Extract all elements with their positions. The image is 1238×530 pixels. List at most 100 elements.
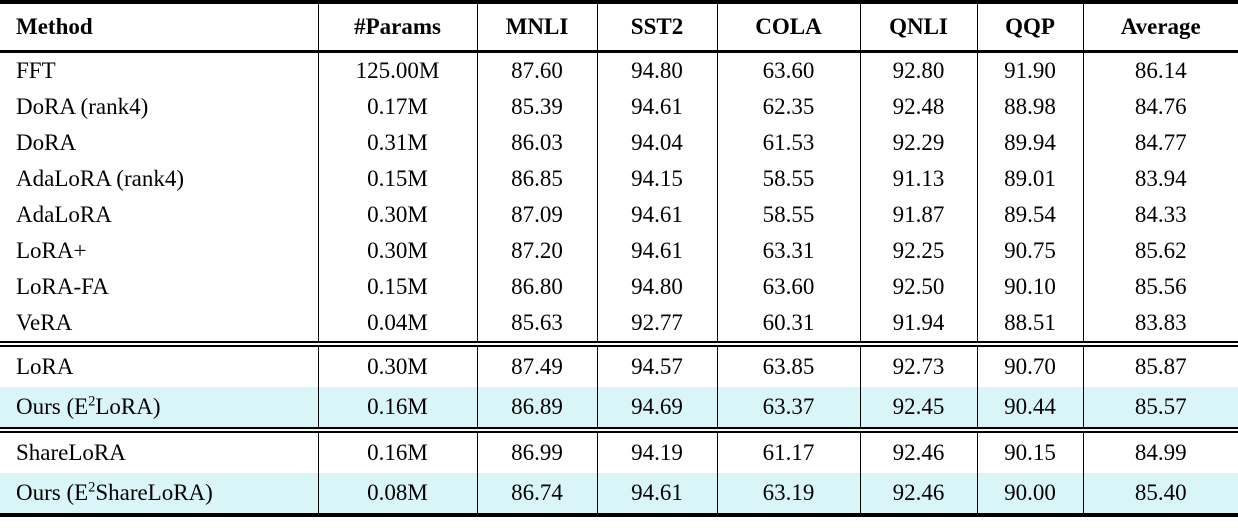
table-header: Method #Params MNLI SST2 COLA QNLI QQP A… bbox=[0, 2, 1238, 53]
method-cell: DoRA bbox=[16, 130, 77, 155]
value-cell: 86.14 bbox=[1082, 51, 1238, 89]
method-cell: Ours (E2ShareLoRA) bbox=[0, 473, 318, 515]
method-cell: LoRA-FA bbox=[16, 274, 109, 299]
value-cell: 58.55 bbox=[716, 197, 860, 233]
value-cell: 92.73 bbox=[859, 341, 977, 387]
value-cell: 84.99 bbox=[1082, 427, 1238, 473]
table-row: Ours (E2ShareLoRA) 0.08M 86.74 94.61 63.19 92… bbox=[0, 473, 1238, 515]
method-cell: ShareLoRA bbox=[0, 427, 318, 473]
value-cell: 92.45 bbox=[859, 387, 977, 430]
value-cell: 86.89 bbox=[476, 387, 597, 430]
value-cell: 63.85 bbox=[716, 341, 860, 387]
method-cell: Ours (E2LoRA) bbox=[0, 387, 318, 430]
value-cell: 0.17M bbox=[317, 89, 477, 125]
col-header-sst2: SST2 bbox=[596, 2, 717, 53]
value-cell: 63.60 bbox=[716, 51, 860, 89]
value-cell: 63.37 bbox=[716, 387, 860, 430]
table-row: LoRA 0.30M 87.49 94.57 63.85 92.73 90.70 85.87 bbox=[0, 341, 1238, 387]
value-cell: 90.44 bbox=[976, 387, 1083, 430]
value-cell: 84.77 bbox=[1082, 125, 1238, 161]
value-cell: 88.51 bbox=[976, 305, 1083, 344]
value-cell: 94.61 bbox=[596, 197, 717, 233]
value-cell: 86.80 bbox=[476, 269, 597, 305]
section-baselines: FFT 125.00M 87.60 94.80 63.60 92.80 91.90 86.14… bbox=[0, 51, 1238, 344]
method-cell: VeRA bbox=[16, 310, 73, 335]
value-cell: 85.56 bbox=[1082, 269, 1238, 305]
value-cell: 94.15 bbox=[596, 161, 717, 197]
value-cell: 125.00M bbox=[317, 51, 477, 89]
value-cell: 91.13 bbox=[859, 161, 977, 197]
header-row: Method #Params MNLI SST2 COLA QNLI QQP A… bbox=[0, 2, 1238, 53]
method-cell: LoRA+ bbox=[16, 238, 87, 263]
value-cell: 89.01 bbox=[976, 161, 1083, 197]
value-cell: 85.57 bbox=[1082, 387, 1238, 430]
col-header-qnli: QNLI bbox=[859, 2, 977, 53]
value-cell: 85.87 bbox=[1082, 341, 1238, 387]
value-cell: 94.61 bbox=[596, 89, 717, 125]
value-cell: 0.30M bbox=[317, 341, 477, 387]
value-cell: 91.90 bbox=[976, 51, 1083, 89]
section-lora: LoRA 0.30M 87.49 94.57 63.85 92.73 90.70 85.87 O… bbox=[0, 341, 1238, 430]
value-cell: 94.61 bbox=[596, 233, 717, 269]
table-row: FFT 125.00M 87.60 94.80 63.60 92.80 91.90 86.14 bbox=[0, 51, 1238, 89]
value-cell: 0.31M bbox=[317, 125, 477, 161]
method-cell: FFT bbox=[16, 58, 56, 83]
value-cell: 90.75 bbox=[976, 233, 1083, 269]
col-header-average: Average bbox=[1082, 2, 1238, 53]
value-cell: 83.83 bbox=[1082, 305, 1238, 344]
table-row: AdaLoRA 0.30M 87.09 94.61 58.55 91.87 89.54 84.… bbox=[0, 197, 1238, 233]
value-cell: 87.09 bbox=[476, 197, 597, 233]
value-cell: 0.30M bbox=[317, 233, 477, 269]
value-cell: 92.46 bbox=[859, 427, 977, 473]
method-cell: DoRA (rank4) bbox=[16, 94, 149, 119]
value-cell: 0.08M bbox=[317, 473, 477, 515]
value-cell: 84.33 bbox=[1082, 197, 1238, 233]
value-cell: 84.76 bbox=[1082, 89, 1238, 125]
value-cell: 94.69 bbox=[596, 387, 717, 430]
value-cell: 92.48 bbox=[859, 89, 977, 125]
table-row: LoRA-FA 0.15M 86.80 94.80 63.60 92.50 90.10 85.… bbox=[0, 269, 1238, 305]
method-cell: AdaLoRA (rank4) bbox=[16, 166, 184, 191]
value-cell: 90.00 bbox=[976, 473, 1083, 515]
value-cell: 91.94 bbox=[859, 305, 977, 344]
method-cell: LoRA bbox=[0, 341, 318, 387]
value-cell: 83.94 bbox=[1082, 161, 1238, 197]
value-cell: 60.31 bbox=[716, 305, 860, 344]
value-cell: 61.53 bbox=[716, 125, 860, 161]
col-header-mnli: MNLI bbox=[476, 2, 597, 53]
value-cell: 92.46 bbox=[859, 473, 977, 515]
table-row: Ours (E2LoRA) 0.16M 86.89 94.69 63.37 92.45 90… bbox=[0, 387, 1238, 430]
value-cell: 62.35 bbox=[716, 89, 860, 125]
col-header-qqp: QQP bbox=[976, 2, 1083, 53]
value-cell: 85.62 bbox=[1082, 233, 1238, 269]
value-cell: 63.19 bbox=[716, 473, 860, 515]
value-cell: 94.80 bbox=[596, 51, 717, 89]
value-cell: 87.20 bbox=[476, 233, 597, 269]
results-table: Method #Params MNLI SST2 COLA QNLI QQP A… bbox=[0, 0, 1238, 517]
value-cell: 91.87 bbox=[859, 197, 977, 233]
value-cell: 92.80 bbox=[859, 51, 977, 89]
table-row: ShareLoRA 0.16M 86.99 94.19 61.17 92.46 90.15 8… bbox=[0, 427, 1238, 473]
table-row: DoRA (rank4) 0.17M 85.39 94.61 62.35 92.48 88.… bbox=[0, 89, 1238, 125]
value-cell: 85.40 bbox=[1082, 473, 1238, 515]
value-cell: 92.29 bbox=[859, 125, 977, 161]
value-cell: 87.60 bbox=[476, 51, 597, 89]
value-cell: 90.10 bbox=[976, 269, 1083, 305]
table-row: AdaLoRA (rank4) 0.15M 86.85 94.15 58.55 91.13… bbox=[0, 161, 1238, 197]
value-cell: 86.99 bbox=[476, 427, 597, 473]
col-header-params: #Params bbox=[317, 2, 477, 53]
table-row: LoRA+ 0.30M 87.20 94.61 63.31 92.25 90.75 85.62 bbox=[0, 233, 1238, 269]
table-row: VeRA 0.04M 85.63 92.77 60.31 91.94 88.51 83.83 bbox=[0, 305, 1238, 344]
col-header-cola: COLA bbox=[716, 2, 860, 53]
value-cell: 63.31 bbox=[716, 233, 860, 269]
value-cell: 90.15 bbox=[976, 427, 1083, 473]
value-cell: 0.15M bbox=[317, 269, 477, 305]
value-cell: 92.50 bbox=[859, 269, 977, 305]
value-cell: 61.17 bbox=[716, 427, 860, 473]
value-cell: 85.39 bbox=[476, 89, 597, 125]
value-cell: 0.16M bbox=[317, 427, 477, 473]
method-cell: AdaLoRA bbox=[16, 202, 112, 227]
value-cell: 94.19 bbox=[596, 427, 717, 473]
value-cell: 88.98 bbox=[976, 89, 1083, 125]
value-cell: 87.49 bbox=[476, 341, 597, 387]
